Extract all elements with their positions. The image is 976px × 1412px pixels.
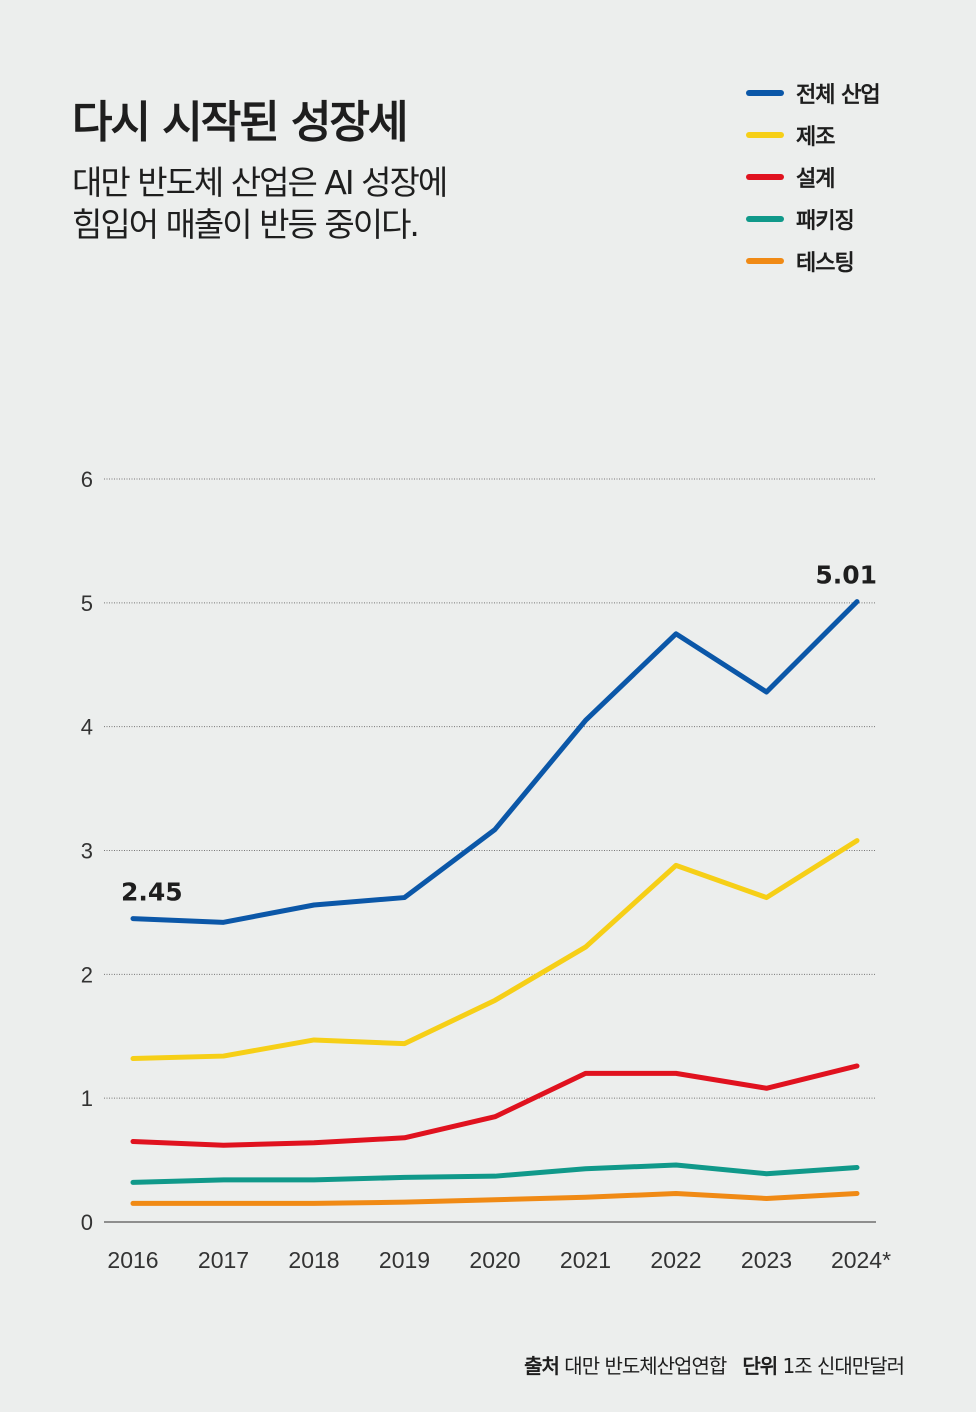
y-tick-label: 1 <box>81 1086 93 1111</box>
legend-swatch <box>746 90 784 96</box>
x-tick-label: 2020 <box>469 1247 520 1273</box>
data-label: 2.45 <box>121 878 183 907</box>
chart-subtitle: 대만 반도체 산업은 AI 성장에 힘입어 매출이 반등 중이다. <box>72 162 512 246</box>
x-tick-label: 2016 <box>107 1247 158 1273</box>
source: 대만 반도체산업연합 <box>564 1354 727 1378</box>
legend-label: 테스팅 <box>796 251 855 276</box>
legend-label: 설계 <box>796 167 835 192</box>
unit: 1조 신대만달러 <box>782 1354 905 1378</box>
x-tick-label: 2023 <box>741 1247 792 1273</box>
legend-item-total: 전체 산업 <box>746 72 881 114</box>
chart-title: 다시 시작된 성장세 <box>72 97 408 148</box>
y-tick-label: 4 <box>81 715 93 740</box>
series-line <box>130 1063 860 1148</box>
x-tick-label: 2017 <box>198 1247 249 1273</box>
data-label: 5.01 <box>815 561 877 590</box>
y-tick-label: 2 <box>81 962 93 987</box>
legend-label: 제조 <box>796 125 835 150</box>
series-line <box>130 599 860 925</box>
y-tick-label: 6 <box>81 467 93 492</box>
unit-label: 단위 <box>742 1354 778 1378</box>
x-tick-label: 2022 <box>650 1247 701 1273</box>
series-line <box>130 1162 860 1185</box>
series-line <box>130 838 860 1062</box>
series-line <box>130 1191 860 1206</box>
y-tick-label: 3 <box>81 839 93 864</box>
y-tick-label: 0 <box>81 1210 93 1235</box>
legend-item-design: 설계 <box>746 156 880 198</box>
legend-item-packaging: 패키징 <box>746 198 880 240</box>
source-label: 출처 <box>524 1354 560 1378</box>
legend-swatch <box>746 216 784 222</box>
x-tick-label: 2024* <box>831 1247 891 1273</box>
x-tick-label: 2019 <box>379 1247 430 1273</box>
legend-item-manufacturing: 제조 <box>746 114 880 156</box>
legend: 전체 산업 제조 설계 패키징 테스팅 <box>746 72 881 282</box>
legend-item-testing: 테스팅 <box>746 240 880 282</box>
legend-swatch <box>746 132 784 138</box>
footer: 출처 대만 반도체산업연합 단위 1조 신대만달러 <box>524 1350 905 1379</box>
x-tick-label: 2021 <box>560 1247 611 1273</box>
x-tick-label: 2018 <box>288 1247 339 1273</box>
legend-label: 전체 산업 <box>796 83 881 108</box>
legend-swatch <box>746 258 784 264</box>
y-tick-label: 5 <box>81 591 93 616</box>
subtitle-line: 대만 반도체 산업은 AI 성장에 <box>72 163 448 202</box>
legend-label: 패키징 <box>796 209 855 234</box>
subtitle-line: 힘입어 매출이 반등 중이다. <box>72 205 420 244</box>
legend-swatch <box>746 174 784 180</box>
